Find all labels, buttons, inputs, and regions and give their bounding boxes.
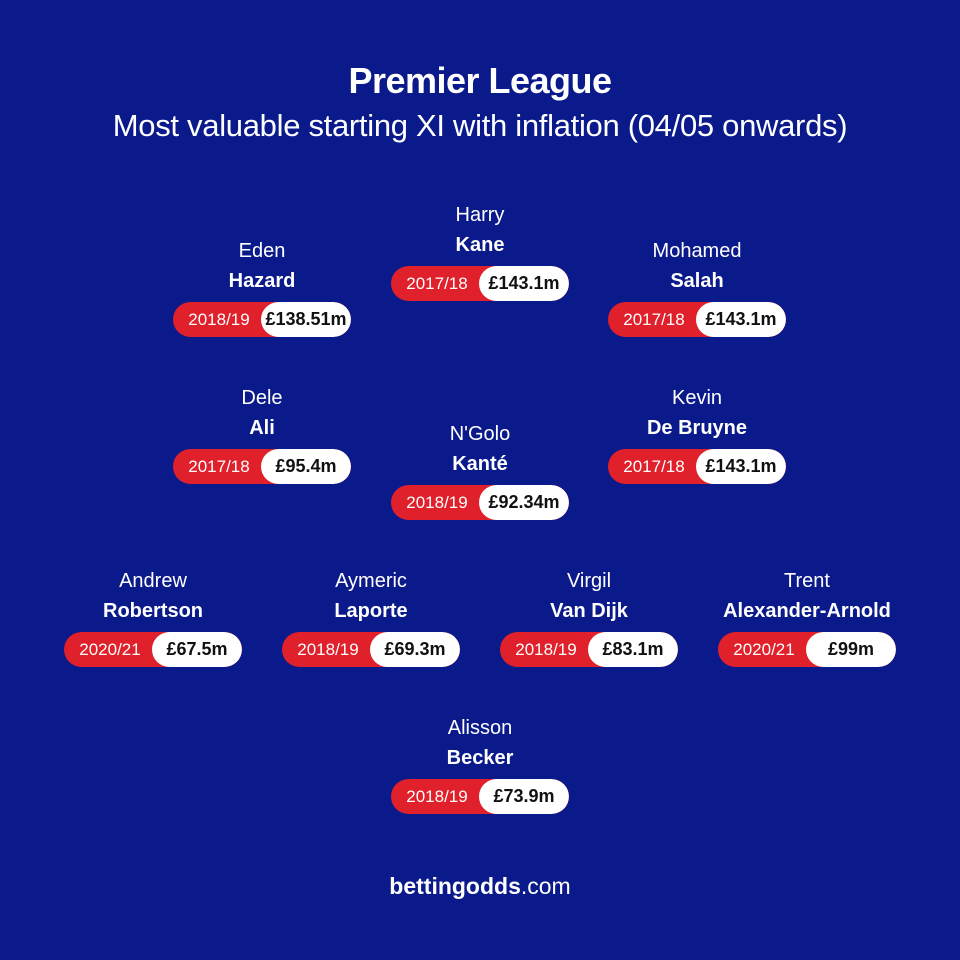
value-label: £83.1m [588,632,678,667]
player-last-name: Alexander-Arnold [723,600,891,622]
player-first-name: Alisson [447,717,513,739]
player-card-robertson: Andrew Robertson 2020/21 £67.5m [33,566,273,667]
player-last-name: Kane [455,234,505,256]
season-label: 2017/18 [623,457,685,476]
player-last-name: Kanté [452,453,508,475]
player-card-kane: Harry Kane 2017/18 £143.1m [360,200,600,301]
player-last-name: De Bruyne [646,417,748,439]
season-label: 2020/21 [733,640,795,659]
player-last-name: Becker [446,747,514,769]
page-title: Premier League [348,60,612,101]
player-card-salah: Mohamed Salah 2017/18 £143.1m [577,236,817,337]
player-first-name: Harry [455,204,505,226]
player-first-name: Aymeric [335,570,407,592]
player-card-vandijk: Virgil Van Dijk 2018/19 £83.1m [469,566,709,667]
page-subtitle: Most valuable starting XI with inflation… [112,108,848,143]
player-card-ali: Dele Ali 2017/18 £95.4m [142,383,382,484]
player-stat-pill: 2017/18 £143.1m [391,266,569,301]
value-label: £69.3m [370,632,460,667]
player-card-debruyne: Kevin De Bruyne 2017/18 £143.1m [577,383,817,484]
player-last-name: Salah [670,270,724,292]
value-label: £138.51m [261,302,351,337]
season-label: 2018/19 [515,640,577,659]
value-label: £99m [806,632,896,667]
value-label: £67.5m [152,632,242,667]
player-card-becker: Alisson Becker 2018/19 £73.9m [360,713,600,814]
player-stat-pill: 2018/19 £83.1m [500,632,678,667]
player-stat-pill: 2018/19 £92.34m [391,485,569,520]
player-stat-pill: 2018/19 £69.3m [282,632,460,667]
player-stat-pill: 2017/18 £143.1m [608,449,786,484]
value-label: £92.34m [479,485,569,520]
player-stat-pill: 2017/18 £143.1m [608,302,786,337]
player-stat-pill: 2020/21 £99m [718,632,896,667]
value-label: £143.1m [696,302,786,337]
player-stat-pill: 2018/19 £138.51m [173,302,351,337]
value-label: £143.1m [696,449,786,484]
season-label: 2018/19 [406,787,468,806]
player-stat-pill: 2017/18 £95.4m [173,449,351,484]
season-label: 2017/18 [623,310,685,329]
player-last-name: Hazard [228,270,296,292]
player-card-kante: N'Golo Kanté 2018/19 £92.34m [360,419,600,520]
season-label: 2018/19 [188,310,250,329]
player-card-hazard: Eden Hazard 2018/19 £138.51m [142,236,382,337]
player-first-name: Eden [238,240,286,262]
player-card-trent: Trent Alexander-Arnold 2020/21 £99m [687,566,927,667]
value-label: £95.4m [261,449,351,484]
player-first-name: Trent [784,570,830,592]
brand-logo: bettingodds.com [0,873,960,900]
player-first-name: Mohamed [652,240,742,262]
player-last-name: Van Dijk [550,600,628,622]
player-first-name: Andrew [119,570,187,592]
season-label: 2020/21 [79,640,141,659]
season-label: 2018/19 [297,640,359,659]
brand-name: bettingodds [389,873,521,899]
player-last-name: Ali [249,417,275,439]
player-stat-pill: 2020/21 £67.5m [64,632,242,667]
season-label: 2017/18 [406,274,468,293]
value-label: £73.9m [479,779,569,814]
season-label: 2017/18 [188,457,250,476]
player-first-name: Virgil [566,570,612,592]
player-card-laporte: Aymeric Laporte 2018/19 £69.3m [251,566,491,667]
player-last-name: Laporte [334,600,408,622]
season-label: 2018/19 [406,493,468,512]
player-stat-pill: 2018/19 £73.9m [391,779,569,814]
player-first-name: Dele [241,387,283,409]
brand-domain: .com [520,873,571,899]
player-first-name: N'Golo [449,423,511,445]
player-last-name: Robertson [103,600,203,622]
value-label: £143.1m [479,266,569,301]
player-first-name: Kevin [671,387,723,409]
